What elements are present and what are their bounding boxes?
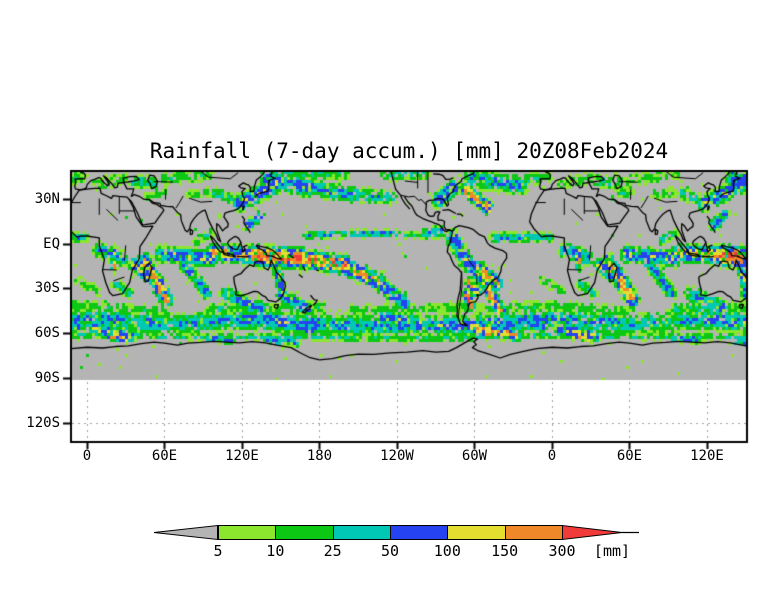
lon-label-60eb: 60E [616, 448, 643, 464]
colorbar-tick-150: 150 [491, 542, 519, 560]
lon-label-120ea: 120E [225, 448, 259, 464]
colorbar-below-min-arrow [153, 524, 218, 541]
figure-title: Rainfall (7-day accum.) [mm] 20Z08Feb202… [149, 139, 669, 163]
colorbar-tick-5: 5 [213, 542, 223, 560]
lon-label-120w: 120W [380, 448, 414, 464]
lat-label-30n: 30N [34, 190, 60, 207]
colorbar-tick-100: 100 [433, 542, 461, 560]
lat-label-120s: 120S [26, 414, 60, 431]
below-min-arrow-shape [153, 524, 218, 541]
colorbar-box-10-25 [275, 525, 334, 540]
lon-label-180: 180 [306, 448, 333, 464]
above-max-arrow-shape [562, 524, 623, 541]
colorbar-tick-50: 50 [380, 542, 400, 560]
colorbar-tick-300: 300 [548, 542, 576, 560]
colorbar-tick-10: 10 [266, 542, 285, 560]
lon-label-0a: 0 [82, 448, 92, 464]
lat-label-60s: 60S [34, 325, 60, 342]
colorbar-box-100-150 [447, 525, 506, 540]
colorbar-box-150-300 [504, 525, 563, 540]
colorbar-tick-25: 25 [323, 542, 342, 560]
lat-label-90s: 90S [34, 369, 60, 386]
colorbar-unit-label: [mm] [593, 542, 631, 560]
colorbar-above-max-arrow [562, 524, 639, 541]
lat-label-30s: 30S [34, 280, 60, 297]
lon-label-60w: 60W [461, 448, 488, 464]
colorbar-box-50-100 [389, 525, 449, 540]
colorbar-box-5-10 [218, 525, 277, 540]
colorbar-box-25-50 [332, 525, 391, 540]
lon-label-120eb: 120E [690, 448, 724, 464]
lat-label-eq: EQ [43, 235, 60, 252]
lon-label-0b: 0 [547, 448, 557, 464]
lon-label-60ea: 60E [151, 448, 178, 464]
